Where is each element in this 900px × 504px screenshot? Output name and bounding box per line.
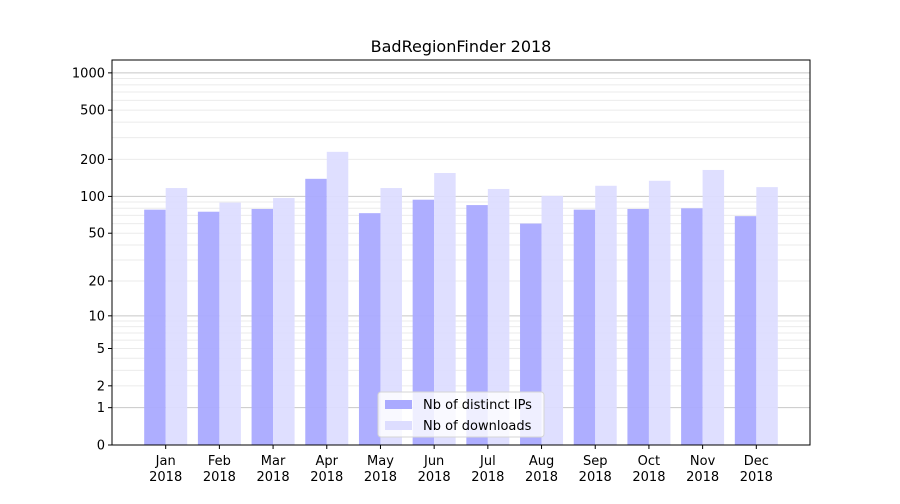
x-tick-label: Feb 2018	[203, 454, 236, 485]
bar-downloads	[165, 188, 188, 445]
legend-label: Nb of distinct IPs	[423, 398, 532, 413]
bar-downloads	[380, 188, 402, 445]
x-tick-label-line: Feb	[208, 454, 231, 469]
x-tick-label: Nov 2018	[686, 454, 719, 485]
x-tick-label-line: Oct	[638, 454, 660, 469]
x-tick-label: Aug 2018	[525, 454, 558, 485]
x-tick-label: Jan 2018	[149, 454, 182, 485]
bar-downloads	[326, 151, 349, 445]
bar-distinct-ips	[573, 209, 596, 445]
x-tick-label-line: 2018	[418, 470, 451, 485]
x-tick-label: Oct 2018	[632, 454, 665, 485]
x-tick-label-line: Sep	[583, 454, 608, 469]
legend-box	[377, 391, 545, 438]
x-tick-label-line: 2018	[632, 470, 665, 485]
bar-distinct-ips	[627, 208, 649, 445]
bar-distinct-ips	[466, 205, 488, 445]
y-tick-label: 1000	[72, 66, 105, 81]
x-tick-label-line: 2018	[257, 470, 290, 485]
x-tick-label-line: 2018	[203, 470, 236, 485]
x-tick-label-line: Apr	[316, 454, 339, 469]
bar-downloads	[219, 202, 241, 445]
x-tick-label-line: 2018	[740, 470, 773, 485]
bar-downloads	[702, 169, 725, 446]
legend-label: Nb of downloads	[423, 419, 532, 434]
x-tick-label-line: 2018	[310, 470, 343, 485]
x-tick-label: Jun 2018	[418, 454, 451, 485]
x-tick-label: Sep 2018	[579, 454, 612, 485]
x-tick-label-line: 2018	[471, 470, 504, 485]
x-tick-label: Apr 2018	[310, 454, 343, 485]
y-tick-label: 200	[80, 153, 105, 168]
x-tick-label-line: 2018	[525, 470, 558, 485]
x-tick-label-line: Jan	[155, 454, 176, 469]
y-tick-label: 500	[80, 104, 105, 119]
x-tick-label-line: Jun	[423, 454, 444, 469]
bar-distinct-ips	[734, 216, 757, 445]
x-tick-label-line: Aug	[529, 454, 554, 469]
x-tick-label-line: Jul	[479, 454, 496, 469]
bar-downloads	[434, 172, 456, 445]
y-tick-label: 2	[97, 379, 105, 394]
x-tick-label-line: Nov	[690, 454, 716, 469]
legend-swatch	[385, 421, 412, 430]
y-tick-label: 10	[88, 309, 105, 324]
bar-downloads	[273, 198, 295, 445]
bar-distinct-ips	[197, 211, 220, 445]
bar-downloads	[756, 187, 778, 445]
x-tick-label-line: 2018	[364, 470, 397, 485]
bar-distinct-ips	[358, 213, 381, 445]
bar-distinct-ips	[520, 223, 542, 445]
x-tick-label: Jul 2018	[471, 454, 504, 485]
bar-downloads	[541, 195, 564, 445]
y-tick-label: 20	[88, 275, 105, 290]
x-tick-label: Dec 2018	[740, 454, 773, 485]
y-tick-label: 0	[97, 439, 105, 454]
y-tick-label: 50	[88, 227, 105, 242]
bar-distinct-ips	[412, 199, 435, 445]
chart-title: BadRegionFinder 2018	[371, 37, 552, 56]
x-tick-label: May 2018	[364, 454, 397, 485]
x-tick-label-line: Mar	[261, 454, 286, 469]
bar-downloads	[648, 180, 671, 445]
bar-downloads	[487, 188, 510, 445]
plot-frame	[111, 59, 811, 446]
bar-downloads	[595, 185, 617, 446]
y-tick-label: 100	[80, 190, 105, 205]
y-tick-label: 1	[97, 401, 105, 416]
legend-swatch	[385, 400, 412, 409]
bar-distinct-ips	[144, 209, 166, 445]
x-tick-label-line: Dec	[744, 454, 769, 469]
y-tick-label: 5	[97, 342, 105, 357]
x-tick-label: Mar 2018	[257, 454, 290, 485]
bar-distinct-ips	[305, 178, 327, 446]
bar-distinct-ips	[251, 208, 274, 445]
x-tick-label-line: 2018	[149, 470, 182, 485]
x-tick-label-line: 2018	[579, 470, 612, 485]
bar-distinct-ips	[681, 208, 703, 445]
x-tick-label-line: May	[367, 454, 394, 469]
x-tick-label-line: 2018	[686, 470, 719, 485]
